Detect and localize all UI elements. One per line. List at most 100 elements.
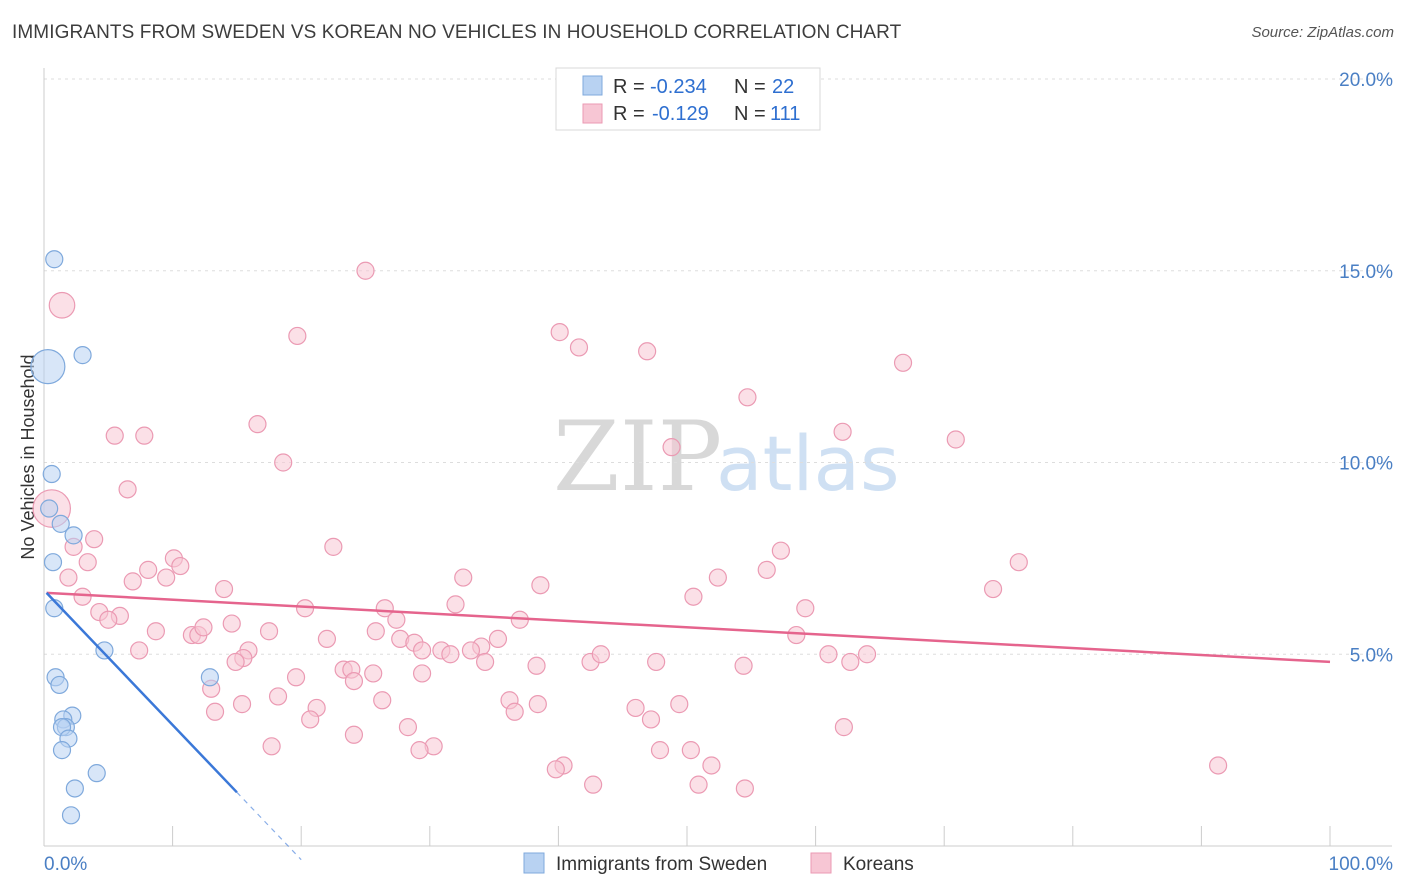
series-swatch-sweden — [523, 852, 545, 874]
data-point — [274, 453, 293, 472]
watermark-atlas: atlas — [716, 419, 900, 508]
data-point — [787, 625, 806, 645]
data-point — [157, 568, 176, 587]
data-point — [734, 656, 753, 675]
data-point — [531, 576, 550, 595]
data-point — [1209, 756, 1228, 775]
data-point — [64, 526, 83, 545]
data-point — [40, 499, 59, 518]
data-point — [200, 668, 219, 687]
legend-n-value-koreans: 111 — [770, 103, 800, 125]
data-point — [259, 622, 279, 641]
y-axis-label: No Vehicles in Household — [18, 354, 38, 559]
data-point — [528, 695, 547, 714]
data-point — [61, 806, 81, 825]
grid-lines — [44, 78, 1392, 655]
y-tick-label: 5.0% — [1350, 645, 1393, 666]
data-point — [226, 652, 245, 672]
data-point — [99, 610, 118, 629]
data-point — [702, 756, 721, 775]
y-tick-label: 15.0% — [1339, 262, 1393, 283]
data-point — [205, 702, 225, 721]
legend-r-label-koreans: R = — [613, 103, 645, 125]
data-point — [43, 553, 63, 572]
legend-swatch-koreans — [582, 103, 603, 124]
data-point — [286, 668, 306, 687]
data-point — [771, 541, 790, 560]
data-point — [983, 579, 1003, 599]
chart-title: IMMIGRANTS FROM SWEDEN VS KOREAN NO VEHI… — [12, 22, 902, 43]
data-point — [248, 415, 267, 434]
legend-swatch-sweden — [582, 75, 603, 96]
data-point — [638, 342, 657, 361]
data-point — [681, 741, 700, 760]
data-point — [689, 775, 708, 794]
data-point — [684, 587, 703, 606]
y-tick-label: 10.0% — [1339, 454, 1393, 475]
data-point — [1009, 553, 1028, 572]
data-point — [412, 641, 432, 660]
data-point — [50, 675, 69, 695]
data-point — [214, 579, 234, 599]
data-point — [441, 645, 460, 664]
data-point — [670, 695, 689, 714]
data-point — [454, 568, 473, 587]
data-point — [59, 568, 78, 587]
data-point — [65, 779, 84, 798]
data-point — [48, 291, 76, 319]
x-tick-label: 100.0% — [1329, 854, 1394, 875]
data-point — [194, 618, 213, 637]
data-point — [475, 652, 495, 672]
data-point — [527, 656, 546, 675]
data-point — [410, 741, 429, 760]
data-point — [268, 687, 288, 706]
legend-r-label-sweden: R = — [613, 76, 645, 98]
data-point — [796, 599, 815, 618]
data-point — [30, 349, 66, 385]
data-point — [73, 587, 92, 606]
data-point — [87, 764, 106, 783]
data-point — [546, 760, 565, 779]
watermark: ZIP atlas — [553, 401, 900, 513]
series-legend: Immigrants from Sweden Koreans — [523, 852, 914, 875]
data-point — [95, 641, 114, 660]
data-point — [647, 652, 666, 672]
data-point — [662, 438, 681, 457]
trend-lines — [45, 591, 1331, 861]
data-point — [550, 323, 569, 342]
data-point — [446, 595, 465, 614]
data-point — [364, 664, 383, 683]
series-swatch-koreans — [810, 852, 832, 874]
data-point — [52, 741, 72, 760]
data-point — [78, 553, 97, 572]
trend-line-sweden-extension — [236, 791, 302, 861]
data-point — [834, 718, 853, 737]
data-point — [118, 480, 137, 499]
data-point — [398, 718, 418, 737]
data-point — [73, 346, 92, 365]
data-point — [344, 671, 364, 691]
data-point — [412, 664, 432, 683]
data-point — [51, 514, 70, 533]
data-point — [569, 338, 589, 357]
data-point — [757, 560, 776, 579]
data-point — [366, 622, 385, 641]
data-point — [232, 695, 252, 714]
data-point — [301, 710, 320, 729]
y-tick-labels: 5.0% 10.0% 15.0% 20.0% — [1339, 70, 1393, 666]
x-tick-label: 0.0% — [44, 854, 87, 875]
data-point — [946, 430, 965, 449]
koreans-points — [32, 261, 1228, 798]
trend-line-sweden — [45, 592, 238, 794]
data-point — [488, 629, 508, 649]
data-point — [641, 710, 661, 729]
data-point — [584, 775, 603, 794]
data-point — [288, 326, 307, 346]
data-point — [262, 737, 281, 756]
data-point — [505, 702, 524, 721]
data-point — [893, 353, 913, 372]
legend-r-value-sweden: -0.234 — [650, 76, 707, 98]
data-point — [735, 779, 754, 798]
data-point — [356, 261, 375, 280]
